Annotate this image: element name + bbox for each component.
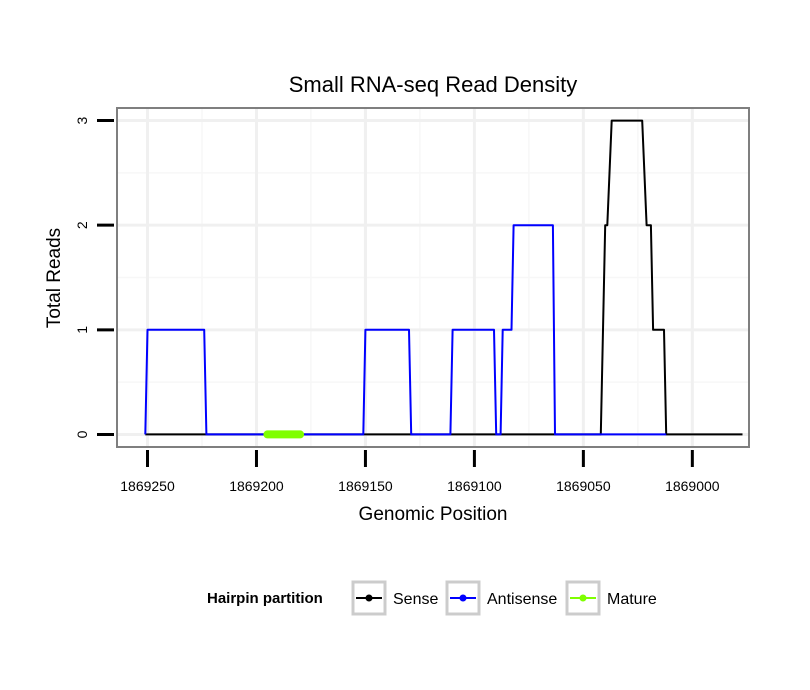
grid bbox=[117, 108, 749, 447]
x-tick-label: 1869100 bbox=[447, 478, 502, 494]
legend-title: Hairpin partition bbox=[207, 590, 323, 607]
y-tick-label: 1 bbox=[74, 326, 90, 334]
x-axis-title: Genomic Position bbox=[359, 504, 508, 525]
chart-title: Small RNA-seq Read Density bbox=[289, 72, 578, 97]
x-tick-label: 1869200 bbox=[229, 478, 284, 494]
panel-border bbox=[116, 107, 750, 448]
legend-key-point bbox=[365, 594, 373, 602]
y-tick-label: 2 bbox=[74, 221, 90, 229]
y-tick-label: 3 bbox=[74, 116, 90, 124]
legend-item-mature: Mature bbox=[565, 580, 657, 616]
legend-items: Sense Antisense Mature bbox=[351, 580, 657, 616]
legend-item-sense: Sense bbox=[351, 580, 438, 616]
legend-key-point bbox=[459, 594, 467, 602]
x-axis: 1869250 1869200 1869150 1869100 1869050 18690… bbox=[120, 450, 720, 494]
y-axis-title: Total Reads bbox=[44, 228, 65, 328]
legend-label: Antisense bbox=[487, 591, 557, 608]
x-tick-label: 1869150 bbox=[338, 478, 393, 494]
x-tick-label: 1869050 bbox=[556, 478, 611, 494]
series-sense-line bbox=[145, 119, 743, 436]
x-tick-label: 1869250 bbox=[120, 478, 175, 494]
y-tick-label: 0 bbox=[74, 430, 90, 438]
legend: Hairpin partition Sense Antisense Mature bbox=[207, 580, 657, 616]
x-tick-label: 1869000 bbox=[665, 478, 720, 494]
legend-key-point bbox=[579, 594, 587, 602]
y-axis: 0 1 2 3 bbox=[74, 116, 114, 438]
series-antisense-line bbox=[144, 224, 667, 436]
legend-label: Sense bbox=[393, 591, 438, 608]
legend-label: Mature bbox=[607, 591, 657, 608]
legend-item-antisense: Antisense bbox=[445, 580, 557, 616]
series-lines bbox=[144, 119, 743, 439]
